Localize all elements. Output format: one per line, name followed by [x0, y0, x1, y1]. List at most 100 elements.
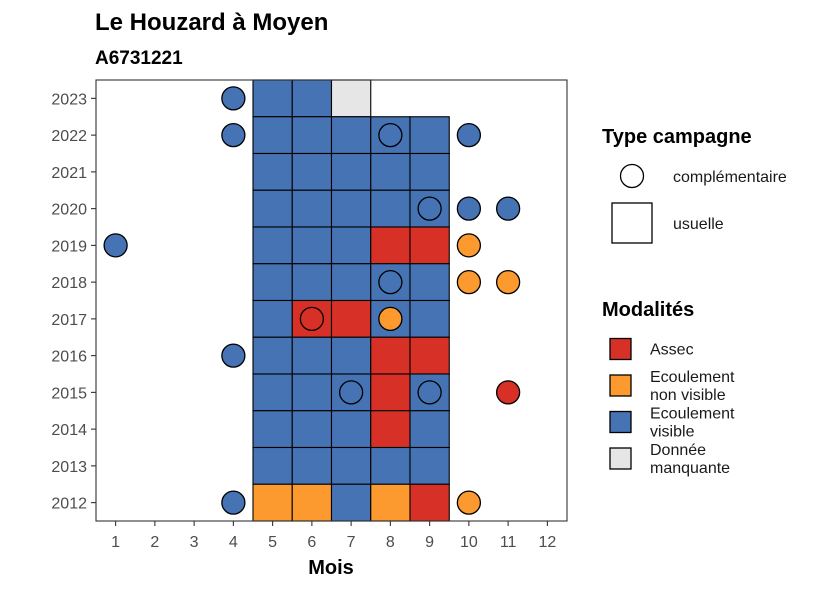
- point-2019-10: [456, 233, 482, 258]
- x-tick-label: 2: [150, 534, 159, 551]
- tile-2016-8: [370, 336, 411, 375]
- point-2015-11: [495, 380, 521, 405]
- x-tick-label: 7: [347, 534, 356, 551]
- tile-2015-8: [370, 373, 411, 412]
- chart-subtitle: A6731221: [95, 48, 183, 69]
- point-2017-6: [299, 306, 325, 332]
- tile-2013-5: [252, 446, 293, 485]
- legend-label-usuelle: usuelle: [673, 216, 724, 233]
- point-2020-10: [456, 196, 482, 221]
- legend-label-ecoulement_non_visible: Ecoulement: [650, 369, 735, 386]
- legend-type-title: Type campagne: [602, 126, 752, 148]
- y-tick-label: 2021: [51, 165, 87, 182]
- tile-2016-7: [330, 336, 372, 375]
- point-2020-9: [417, 196, 442, 221]
- y-tick-label: 2012: [51, 496, 87, 513]
- tile-2014-7: [330, 410, 372, 449]
- tile-2018-5: [252, 263, 293, 302]
- y-tick-label: 2013: [51, 459, 87, 476]
- y-tick-label: 2015: [51, 385, 87, 402]
- tile-2015-5: [252, 373, 293, 412]
- x-tick-label: 3: [190, 534, 199, 551]
- tile-2012-9: [409, 483, 450, 522]
- legend-label-donnee_manquante: manquante: [650, 460, 730, 477]
- point-2017-8: [378, 306, 403, 332]
- tile-2019-5: [252, 226, 293, 265]
- legend-label-assec: Assec: [650, 342, 694, 359]
- tile-2018-9: [409, 263, 450, 302]
- tile-2022-6: [291, 116, 333, 155]
- point-2022-4: [221, 122, 246, 148]
- point-2015-7: [338, 380, 364, 405]
- tile-2018-7: [330, 263, 372, 302]
- legend-circle-key: [619, 163, 645, 189]
- x-axis-title: Mois: [308, 557, 354, 579]
- tile-2013-7: [330, 446, 372, 485]
- tile-2022-9: [409, 116, 450, 155]
- point-2018-8: [378, 269, 403, 295]
- tile-2023-5: [252, 79, 293, 118]
- tile-2016-6: [291, 336, 333, 375]
- point-2023-4: [221, 86, 246, 111]
- tile-2020-6: [291, 189, 333, 228]
- tile-2021-9: [409, 152, 450, 191]
- legend-key-assec: [609, 337, 632, 361]
- tile-2012-7: [330, 483, 372, 522]
- legend-label-ecoulement_visible: visible: [650, 424, 695, 441]
- tile-2016-5: [252, 336, 293, 375]
- tile-2022-5: [252, 116, 293, 155]
- tile-2019-8: [370, 226, 411, 265]
- y-tick-label: 2020: [51, 202, 87, 219]
- tile-2017-9: [409, 299, 450, 338]
- legend-label-ecoulement_non_visible: non visible: [650, 387, 726, 404]
- x-tick-label: 5: [268, 534, 277, 551]
- point-2019-1: [103, 233, 128, 258]
- complementaire-points: [103, 86, 521, 515]
- legend-label-ecoulement_visible: Ecoulement: [650, 406, 735, 423]
- legend-type-campagne: Type campagne complémentaire usuelle: [602, 126, 787, 244]
- point-2012-10: [456, 490, 482, 515]
- point-2018-10: [456, 269, 482, 295]
- legend-label-donnee_manquante: Donnée: [650, 442, 706, 459]
- x-tick-label: 4: [229, 534, 238, 551]
- tile-2012-8: [370, 483, 411, 522]
- y-tick-label: 2016: [51, 349, 87, 366]
- point-2020-11: [495, 196, 521, 221]
- tile-2019-9: [409, 226, 450, 265]
- point-2016-4: [221, 343, 246, 368]
- tile-2016-9: [409, 336, 450, 375]
- chart-title: Le Houzard à Moyen: [95, 9, 328, 36]
- tile-2021-5: [252, 152, 293, 191]
- tile-2017-7: [330, 299, 372, 338]
- tile-2013-6: [291, 446, 333, 485]
- legend-key-ecoulement_non_visible: [609, 374, 632, 397]
- x-axis: 1 2 3 4 5 6 7 8 9 10 11 12: [111, 521, 556, 551]
- tile-2014-9: [409, 410, 450, 449]
- x-tick-label: 11: [500, 534, 517, 551]
- y-tick-label: 2018: [51, 275, 87, 292]
- tile-2023-6: [291, 79, 333, 118]
- legend-label-complementaire: complémentaire: [673, 169, 787, 186]
- y-tick-label: 2023: [51, 91, 87, 108]
- tile-2012-6: [291, 483, 333, 522]
- legend-modalites-title: Modalités: [602, 299, 694, 321]
- point-2018-11: [495, 269, 521, 295]
- tile-2014-5: [252, 410, 293, 449]
- y-tick-label: 2022: [51, 128, 87, 145]
- y-tick-label: 2014: [51, 422, 87, 439]
- x-tick-label: 9: [425, 534, 434, 551]
- panel-border: [95, 79, 568, 522]
- tile-2020-7: [330, 189, 372, 228]
- y-tick-label: 2019: [51, 238, 87, 255]
- tile-2020-5: [252, 189, 293, 228]
- point-2022-8: [378, 122, 403, 148]
- tile-2015-6: [291, 373, 333, 412]
- point-2012-4: [221, 490, 246, 515]
- x-tick-label: 8: [386, 534, 395, 551]
- tile-2018-6: [291, 263, 333, 302]
- tile-2013-9: [409, 446, 450, 485]
- x-tick-label: 1: [111, 534, 120, 551]
- tile-2022-7: [330, 116, 372, 155]
- x-tick-label: 10: [460, 534, 478, 551]
- tile-2023-7: [330, 79, 372, 118]
